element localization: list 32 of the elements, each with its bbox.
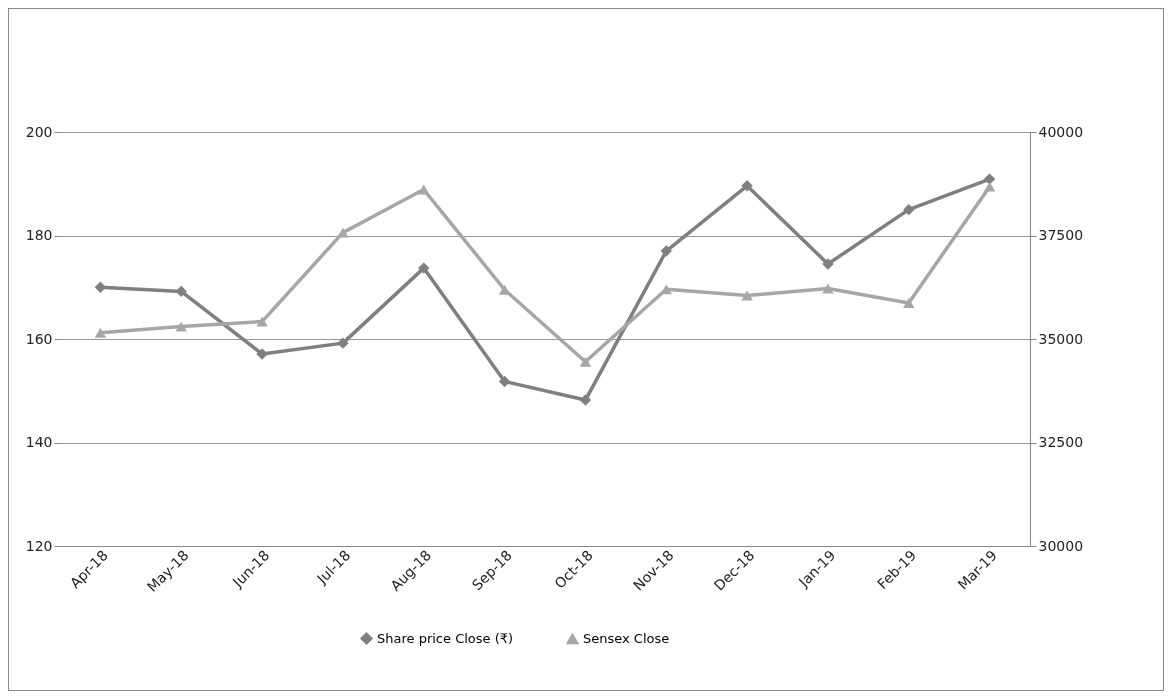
point <box>903 298 915 308</box>
point <box>660 245 672 257</box>
y2-tick-label: 37500 <box>1038 227 1084 243</box>
y-tick-label: 120 <box>25 537 53 554</box>
point <box>903 203 915 216</box>
y2-tick-label: 30000 <box>1038 537 1084 554</box>
point <box>418 184 430 195</box>
point <box>983 181 996 192</box>
y-tick-label: 180 <box>25 227 53 243</box>
point <box>256 348 268 360</box>
point <box>256 316 268 327</box>
point <box>983 173 996 185</box>
y-tick-label: 160 <box>25 330 53 347</box>
point <box>822 258 834 270</box>
y2-tick-label: 35000 <box>1038 330 1084 347</box>
point <box>175 321 187 332</box>
point <box>579 394 592 406</box>
y-tick-label: 200 <box>25 123 53 140</box>
point <box>579 356 592 367</box>
point <box>498 375 511 388</box>
y2-tick-label: 40000 <box>1038 123 1084 140</box>
y2-tick-label: 32500 <box>1038 434 1084 450</box>
point <box>337 227 349 238</box>
legend-label: Share price Close (₹) <box>377 630 514 646</box>
point <box>337 337 349 349</box>
point <box>94 327 107 338</box>
point <box>741 290 753 301</box>
y-tick-label: 140 <box>25 434 53 450</box>
point <box>822 283 834 294</box>
point <box>418 262 430 274</box>
legend-label: Sensex Close <box>583 630 670 646</box>
point <box>741 180 753 192</box>
